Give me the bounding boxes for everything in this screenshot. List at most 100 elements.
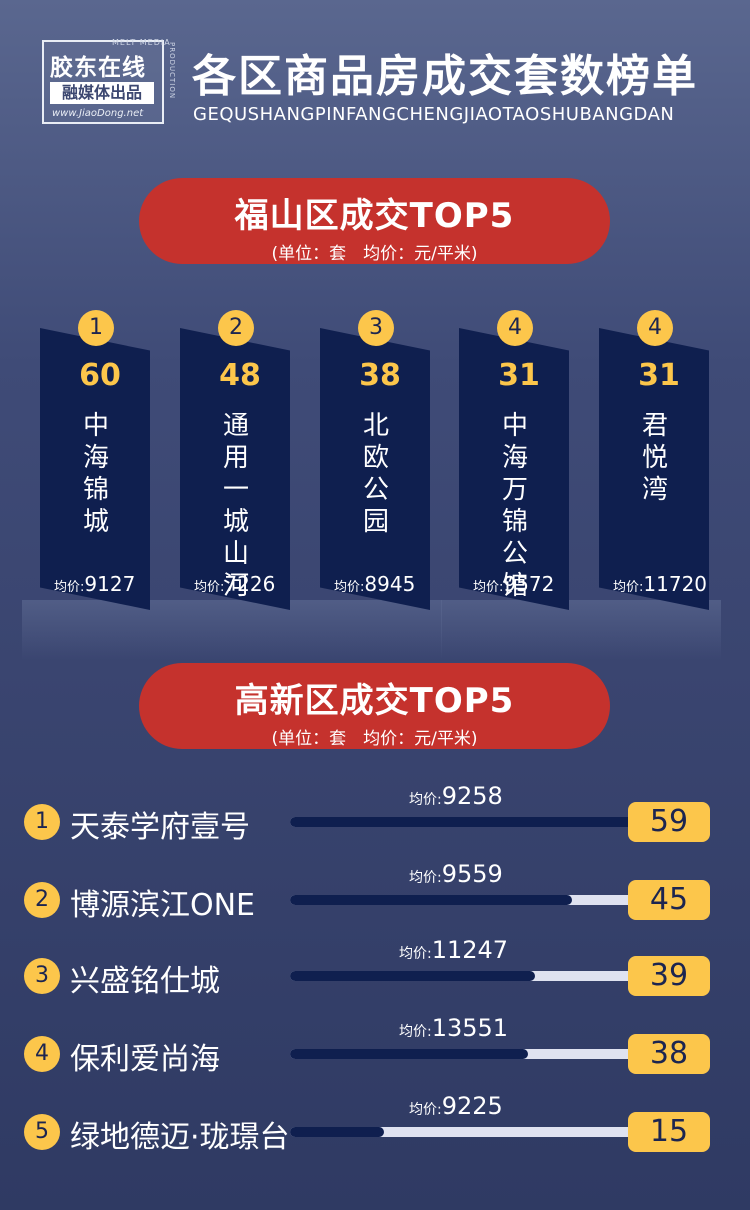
avg-price: 均价:9225 bbox=[409, 1092, 503, 1120]
logo-url: www.JiaoDong.net bbox=[52, 108, 144, 119]
avg-price-label: 均价: bbox=[54, 580, 85, 595]
bar-track bbox=[290, 971, 650, 981]
card-shadow bbox=[581, 600, 721, 660]
logo-name: 胶东在线 bbox=[50, 55, 146, 81]
category-label: 兴盛铭仕城 bbox=[70, 964, 220, 999]
card-shadow bbox=[162, 600, 302, 660]
avg-price-label: 均价: bbox=[399, 1024, 432, 1040]
card-column: 4 31 君悦湾均价:11720 bbox=[581, 310, 721, 660]
avg-price-label: 均价: bbox=[473, 580, 504, 595]
rank-badge: 4 bbox=[497, 310, 533, 346]
avg-price-label: 均价: bbox=[409, 1102, 442, 1118]
data-label: 60 bbox=[79, 358, 121, 393]
section2-unit: (单位：套 均价：元/平米) bbox=[271, 729, 478, 749]
card-shadow bbox=[22, 600, 162, 660]
section1-unit: (单位：套 均价：元/平米) bbox=[271, 244, 478, 264]
bar-track bbox=[290, 1127, 650, 1137]
avg-price-value: 7226 bbox=[224, 572, 276, 596]
card-bar bbox=[40, 328, 150, 610]
data-label: 45 bbox=[628, 880, 710, 920]
table-row: 4 保利爱尚海 均价:13551 38 bbox=[24, 1014, 724, 1077]
bar-track bbox=[290, 817, 650, 827]
data-label: 38 bbox=[628, 1034, 710, 1074]
avg-price-label: 均价: bbox=[399, 946, 432, 962]
rank-badge: 1 bbox=[24, 804, 60, 840]
card-column: 3 38 北欧公园 均价:8945 bbox=[302, 310, 442, 660]
category-label: 君悦湾 bbox=[641, 411, 668, 505]
bar-fill bbox=[290, 1049, 528, 1059]
avg-price: 均价:9559 bbox=[409, 860, 503, 888]
logo-tagline: 融媒体出品 bbox=[50, 82, 154, 104]
rank-badge: 5 bbox=[24, 1114, 60, 1150]
avg-price-label: 均价: bbox=[409, 792, 442, 808]
card-bar bbox=[180, 328, 290, 610]
category-label: 北欧公园 bbox=[362, 411, 389, 537]
avg-price: 均价:8945 bbox=[334, 572, 415, 596]
data-label: 15 bbox=[628, 1112, 710, 1152]
avg-price-value: 11247 bbox=[431, 936, 509, 964]
avg-price-label: 均价: bbox=[194, 580, 225, 595]
rank-badge: 2 bbox=[24, 882, 60, 918]
table-row: 5 绿地德迈·珑璟台 均价:9225 15 bbox=[24, 1092, 724, 1155]
avg-price: 均价:9572 bbox=[473, 572, 554, 596]
category-label: 绿地德迈·珑璟台 bbox=[70, 1120, 290, 1155]
data-label: 39 bbox=[628, 956, 710, 996]
card-bar bbox=[320, 328, 430, 610]
logo-side-text: PRODUCTION bbox=[168, 42, 176, 100]
avg-price: 均价:11247 bbox=[399, 936, 508, 964]
avg-price-value: 11720 bbox=[643, 572, 708, 596]
rank-badge: 4 bbox=[637, 310, 673, 346]
table-row: 1 天泰学府壹号 均价:9258 59 bbox=[24, 782, 724, 845]
category-label: 通用一城山河 bbox=[222, 411, 249, 601]
rank-badge: 1 bbox=[78, 310, 114, 346]
rank-badge: 3 bbox=[24, 958, 60, 994]
category-label: 天泰学府壹号 bbox=[70, 810, 250, 845]
section2-title: 高新区成交TOP5 bbox=[234, 681, 515, 721]
table-row: 2 博源滨江ONE 均价:9559 45 bbox=[24, 860, 724, 923]
avg-price-value: 9572 bbox=[503, 572, 555, 596]
bar-track bbox=[290, 1049, 650, 1059]
rank-badge: 4 bbox=[24, 1036, 60, 1072]
card-bar bbox=[599, 328, 709, 610]
category-label: 中海锦城 bbox=[82, 411, 109, 537]
category-label: 保利爱尚海 bbox=[70, 1042, 220, 1077]
card-column: 4 31 中海万锦公馆 均价:9572 bbox=[441, 310, 581, 660]
avg-price-label: 均价: bbox=[613, 580, 644, 595]
card-column: 2 48 通用一城山河 均价:7226 bbox=[162, 310, 302, 660]
data-label: 59 bbox=[628, 802, 710, 842]
rank-badge: 2 bbox=[218, 310, 254, 346]
section1-title: 福山区成交TOP5 bbox=[234, 196, 515, 236]
table-row: 3 兴盛铭仕城 均价:11247 39 bbox=[24, 936, 724, 999]
avg-price-value: 9127 bbox=[84, 572, 136, 596]
logo-top-text: MELT MEDIA bbox=[112, 38, 171, 47]
avg-price-value: 9559 bbox=[441, 860, 503, 888]
bar-fill bbox=[290, 817, 650, 827]
bar-track bbox=[290, 895, 650, 905]
card-shadow bbox=[441, 600, 581, 660]
page-title: 各区商品房成交套数榜单 bbox=[192, 51, 698, 102]
data-label: 31 bbox=[498, 358, 540, 393]
avg-price: 均价:11720 bbox=[613, 572, 707, 596]
card-column: 1 60 中海锦城均价:9127 bbox=[22, 310, 162, 660]
data-label: 31 bbox=[638, 358, 680, 393]
avg-price-value: 9258 bbox=[441, 782, 503, 810]
avg-price: 均价:7226 bbox=[194, 572, 275, 596]
avg-price-value: 13551 bbox=[431, 1014, 509, 1042]
logo: 胶东在线 融媒体出品 www.JiaoDong.net bbox=[42, 40, 164, 124]
avg-price-value: 9225 bbox=[441, 1092, 503, 1120]
avg-price-value: 8945 bbox=[364, 572, 416, 596]
avg-price: 均价:13551 bbox=[399, 1014, 508, 1042]
category-label: 博源滨江ONE bbox=[70, 888, 256, 923]
section2-banner: 高新区成交TOP5 (单位：套 均价：元/平米) bbox=[139, 663, 610, 749]
data-label: 48 bbox=[219, 358, 261, 393]
category-label: 中海万锦公馆 bbox=[501, 411, 528, 601]
avg-price-label: 均价: bbox=[409, 870, 442, 886]
section1-banner: 福山区成交TOP5 (单位：套 均价：元/平米) bbox=[139, 178, 610, 264]
avg-price: 均价:9258 bbox=[409, 782, 503, 810]
card-bar bbox=[459, 328, 569, 610]
avg-price: 均价:9127 bbox=[54, 572, 135, 596]
card-shadow bbox=[302, 600, 442, 660]
data-label: 38 bbox=[359, 358, 401, 393]
avg-price-label: 均价: bbox=[334, 580, 365, 595]
bar-fill bbox=[290, 971, 535, 981]
